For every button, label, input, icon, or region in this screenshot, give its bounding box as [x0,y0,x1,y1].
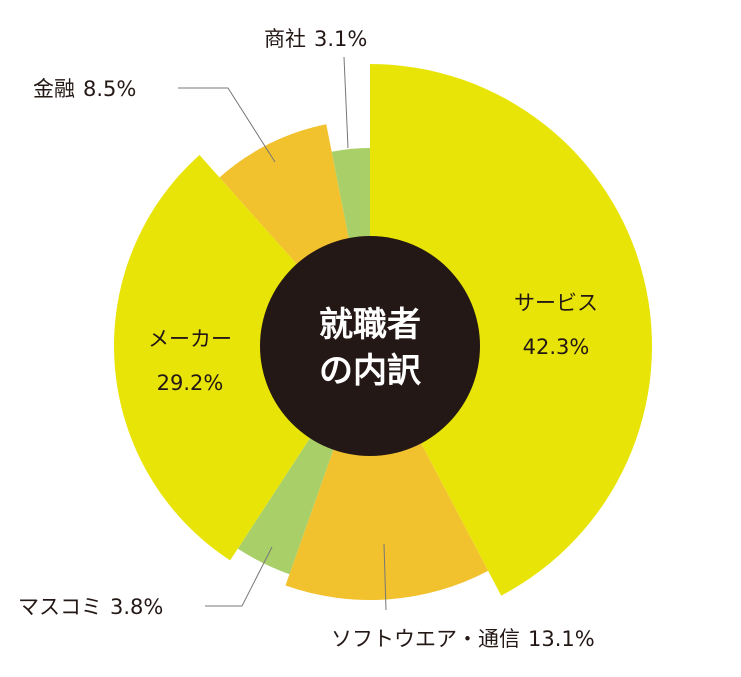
slice-label-software: ソフトウエア・通信 13.1% [331,627,595,651]
slice-label-shosha-value: 3.1% [314,27,367,51]
slice-maker [113,155,371,561]
slice-label-masukomi-value: 3.8% [110,595,163,619]
slice-label-masukomi: マスコミ 3.8% [18,595,163,619]
slice-service [370,64,653,596]
leader-line-shosha [343,56,349,149]
slice-label-kinyu: 金融 8.5% [33,77,136,101]
center-hole [260,236,480,456]
center-label-line-1: 就職者 [319,305,421,345]
slice-label-kinyu-value: 8.5% [83,77,136,101]
slice-label-maker-name: メーカー [148,327,232,351]
slice-label-shosha: 商社 3.1% [264,27,367,51]
slice-label-service-value: 42.3% [523,335,590,359]
slice-label-maker-value: 29.2% [157,371,224,395]
slices [113,64,653,601]
leader-line-kinyu [178,87,276,163]
center-label-line-2: の内訳 [319,351,422,391]
slice-label-masukomi-name: マスコミ [18,595,102,619]
slice-label-service-name: サービス [514,291,598,315]
slice-label-kinyu-name: 金融 [33,77,75,101]
slice-label-software-value: 13.1% [528,627,595,651]
leader-lines [178,56,387,611]
slice-label-shosha-name: 商社 [264,27,306,51]
leader-line-masukomi [205,546,273,607]
slice-label-software-name: ソフトウエア・通信 [331,627,520,651]
slice-software [285,346,489,601]
leader-line-software [383,543,387,611]
